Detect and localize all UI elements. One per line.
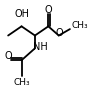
Text: O: O [56, 28, 63, 38]
Text: OH: OH [14, 9, 29, 19]
Text: O: O [44, 5, 52, 15]
Text: O: O [4, 51, 12, 61]
Text: CH₃: CH₃ [71, 21, 88, 30]
Text: CH₃: CH₃ [13, 78, 30, 87]
Text: NH: NH [33, 41, 48, 52]
